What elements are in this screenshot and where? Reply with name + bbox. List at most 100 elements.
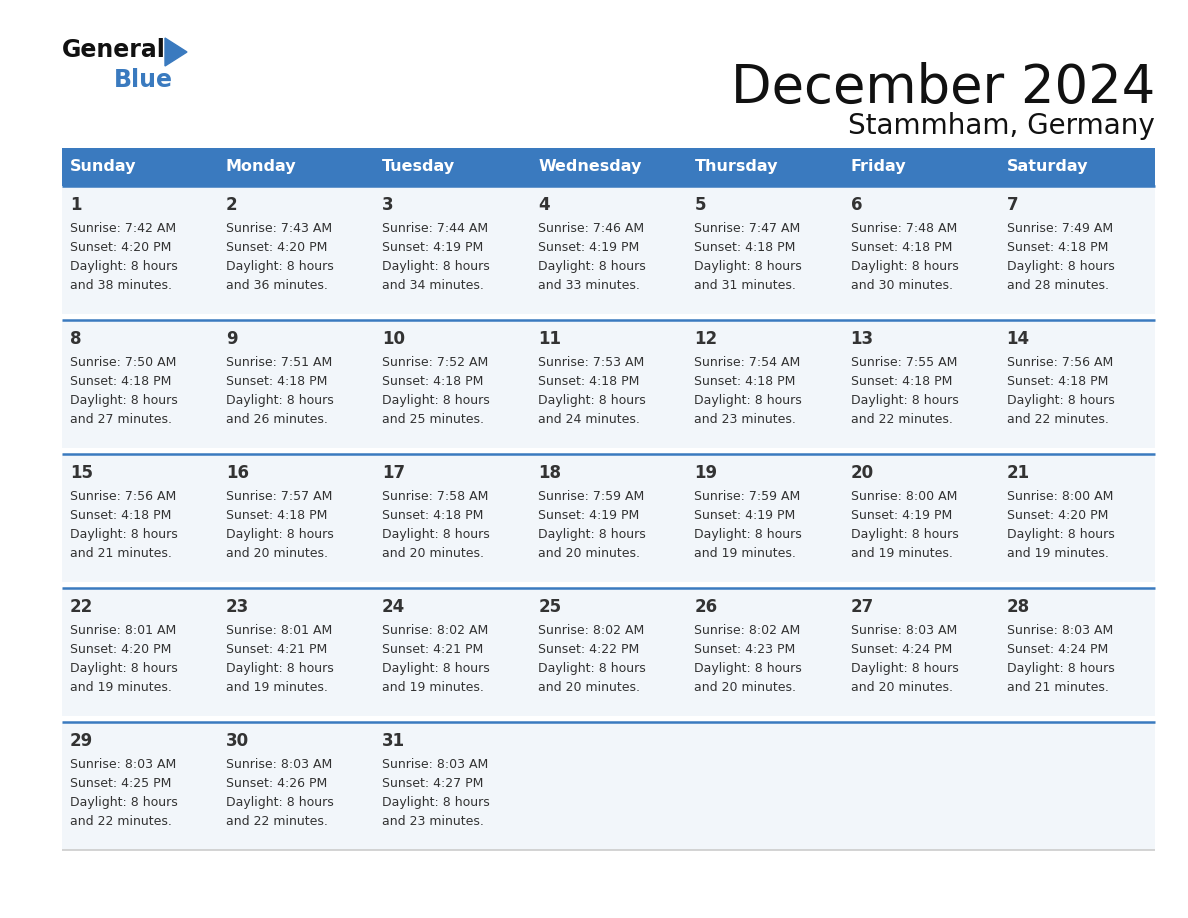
Text: Sunset: 4:18 PM: Sunset: 4:18 PM <box>226 509 328 522</box>
Bar <box>374 588 530 716</box>
Text: Sunrise: 8:02 AM: Sunrise: 8:02 AM <box>538 624 644 637</box>
Text: 16: 16 <box>226 464 249 482</box>
Bar <box>999 148 1155 186</box>
Text: 8: 8 <box>70 330 81 348</box>
Text: Sunrise: 8:03 AM: Sunrise: 8:03 AM <box>1006 624 1113 637</box>
Bar <box>374 454 530 582</box>
Text: and 20 minutes.: and 20 minutes. <box>538 681 640 694</box>
Text: and 23 minutes.: and 23 minutes. <box>383 815 484 828</box>
Bar <box>62 320 219 448</box>
Text: Sunrise: 7:54 AM: Sunrise: 7:54 AM <box>694 356 801 369</box>
Text: Blue: Blue <box>114 68 173 92</box>
Text: Sunrise: 8:03 AM: Sunrise: 8:03 AM <box>383 758 488 771</box>
Text: 22: 22 <box>70 598 93 616</box>
Text: Thursday: Thursday <box>694 160 778 174</box>
Bar <box>530 588 687 716</box>
Text: 29: 29 <box>70 732 93 750</box>
Text: Sunset: 4:18 PM: Sunset: 4:18 PM <box>383 375 484 388</box>
Bar <box>687 186 842 314</box>
Text: Daylight: 8 hours: Daylight: 8 hours <box>1006 528 1114 541</box>
Text: Daylight: 8 hours: Daylight: 8 hours <box>538 394 646 407</box>
Bar <box>62 722 219 850</box>
Bar <box>374 148 530 186</box>
Bar <box>530 148 687 186</box>
Text: and 19 minutes.: and 19 minutes. <box>226 681 328 694</box>
Bar <box>687 454 842 582</box>
Text: and 22 minutes.: and 22 minutes. <box>851 413 953 426</box>
Text: and 20 minutes.: and 20 minutes. <box>226 547 328 560</box>
Text: Sunset: 4:25 PM: Sunset: 4:25 PM <box>70 777 171 790</box>
Text: Sunrise: 7:46 AM: Sunrise: 7:46 AM <box>538 222 644 235</box>
Bar <box>219 454 374 582</box>
Text: and 19 minutes.: and 19 minutes. <box>851 547 953 560</box>
Polygon shape <box>165 38 187 66</box>
Text: Sunset: 4:20 PM: Sunset: 4:20 PM <box>226 241 328 254</box>
Text: Daylight: 8 hours: Daylight: 8 hours <box>538 528 646 541</box>
Text: 5: 5 <box>694 196 706 214</box>
Text: Daylight: 8 hours: Daylight: 8 hours <box>226 796 334 809</box>
Text: Stammham, Germany: Stammham, Germany <box>848 112 1155 140</box>
Text: Daylight: 8 hours: Daylight: 8 hours <box>70 796 177 809</box>
Text: 15: 15 <box>70 464 93 482</box>
Text: and 20 minutes.: and 20 minutes. <box>694 681 796 694</box>
Text: Daylight: 8 hours: Daylight: 8 hours <box>226 394 334 407</box>
Text: Sunset: 4:19 PM: Sunset: 4:19 PM <box>694 509 796 522</box>
Text: Sunrise: 7:48 AM: Sunrise: 7:48 AM <box>851 222 956 235</box>
Text: Sunrise: 7:55 AM: Sunrise: 7:55 AM <box>851 356 956 369</box>
Text: Sunrise: 7:56 AM: Sunrise: 7:56 AM <box>70 490 176 503</box>
Text: Daylight: 8 hours: Daylight: 8 hours <box>1006 662 1114 675</box>
Text: Sunset: 4:21 PM: Sunset: 4:21 PM <box>383 643 484 656</box>
Text: Sunrise: 8:02 AM: Sunrise: 8:02 AM <box>694 624 801 637</box>
Text: Daylight: 8 hours: Daylight: 8 hours <box>70 662 177 675</box>
Bar <box>374 320 530 448</box>
Bar <box>842 722 999 850</box>
Text: Saturday: Saturday <box>1006 160 1088 174</box>
Text: 9: 9 <box>226 330 238 348</box>
Text: and 22 minutes.: and 22 minutes. <box>70 815 172 828</box>
Text: 10: 10 <box>383 330 405 348</box>
Bar <box>999 722 1155 850</box>
Text: Sunset: 4:19 PM: Sunset: 4:19 PM <box>538 241 639 254</box>
Bar <box>530 722 687 850</box>
Text: Sunrise: 8:01 AM: Sunrise: 8:01 AM <box>226 624 333 637</box>
Text: Daylight: 8 hours: Daylight: 8 hours <box>226 260 334 273</box>
Bar <box>687 588 842 716</box>
Text: and 22 minutes.: and 22 minutes. <box>1006 413 1108 426</box>
Text: 18: 18 <box>538 464 561 482</box>
Text: Daylight: 8 hours: Daylight: 8 hours <box>694 662 802 675</box>
Text: Sunset: 4:19 PM: Sunset: 4:19 PM <box>851 509 952 522</box>
Text: Daylight: 8 hours: Daylight: 8 hours <box>851 528 959 541</box>
Text: and 22 minutes.: and 22 minutes. <box>226 815 328 828</box>
Text: Sunset: 4:18 PM: Sunset: 4:18 PM <box>694 375 796 388</box>
Text: Daylight: 8 hours: Daylight: 8 hours <box>694 528 802 541</box>
Bar <box>62 454 219 582</box>
Bar <box>999 186 1155 314</box>
Text: Sunset: 4:18 PM: Sunset: 4:18 PM <box>694 241 796 254</box>
Text: Sunrise: 7:49 AM: Sunrise: 7:49 AM <box>1006 222 1113 235</box>
Text: Sunset: 4:21 PM: Sunset: 4:21 PM <box>226 643 327 656</box>
Text: Daylight: 8 hours: Daylight: 8 hours <box>383 796 489 809</box>
Text: Sunrise: 8:01 AM: Sunrise: 8:01 AM <box>70 624 176 637</box>
Text: Daylight: 8 hours: Daylight: 8 hours <box>538 260 646 273</box>
Text: Sunrise: 8:00 AM: Sunrise: 8:00 AM <box>1006 490 1113 503</box>
Text: and 36 minutes.: and 36 minutes. <box>226 279 328 292</box>
Bar <box>530 454 687 582</box>
Text: and 20 minutes.: and 20 minutes. <box>538 547 640 560</box>
Text: and 26 minutes.: and 26 minutes. <box>226 413 328 426</box>
Bar <box>62 588 219 716</box>
Text: Sunrise: 7:42 AM: Sunrise: 7:42 AM <box>70 222 176 235</box>
Text: and 25 minutes.: and 25 minutes. <box>383 413 484 426</box>
Bar <box>219 320 374 448</box>
Text: Sunrise: 7:43 AM: Sunrise: 7:43 AM <box>226 222 333 235</box>
Text: Daylight: 8 hours: Daylight: 8 hours <box>851 394 959 407</box>
Text: Sunset: 4:20 PM: Sunset: 4:20 PM <box>70 241 171 254</box>
Text: December 2024: December 2024 <box>731 62 1155 114</box>
Bar <box>219 588 374 716</box>
Text: and 28 minutes.: and 28 minutes. <box>1006 279 1108 292</box>
Text: and 21 minutes.: and 21 minutes. <box>1006 681 1108 694</box>
Text: Sunrise: 7:58 AM: Sunrise: 7:58 AM <box>383 490 488 503</box>
Bar <box>842 148 999 186</box>
Text: Sunset: 4:27 PM: Sunset: 4:27 PM <box>383 777 484 790</box>
Text: and 34 minutes.: and 34 minutes. <box>383 279 484 292</box>
Bar <box>842 186 999 314</box>
